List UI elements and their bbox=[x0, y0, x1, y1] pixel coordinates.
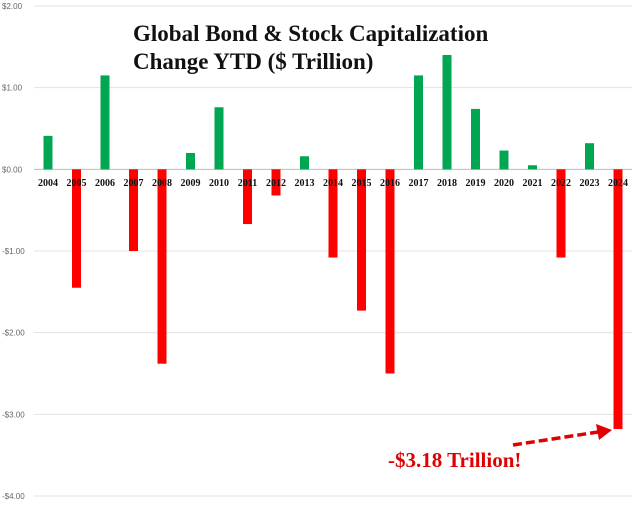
bar-2022 bbox=[556, 169, 566, 258]
bar-2014 bbox=[328, 169, 338, 258]
bar-2005 bbox=[72, 169, 81, 288]
x-tick-label: 2020 bbox=[494, 178, 514, 189]
x-tick-label: 2014 bbox=[323, 178, 343, 189]
x-tick-label: 2013 bbox=[295, 178, 315, 189]
bar-2017 bbox=[414, 75, 423, 170]
bar-2016 bbox=[385, 169, 395, 374]
bar-2008 bbox=[157, 169, 167, 364]
bar-2019 bbox=[471, 108, 480, 170]
y-tick-label: -$2.00 bbox=[2, 329, 25, 338]
bar-2021 bbox=[528, 165, 537, 170]
x-tick-label: 2007 bbox=[124, 178, 144, 189]
bar-2004 bbox=[43, 135, 53, 170]
y-tick-label: $2.00 bbox=[2, 2, 23, 11]
chart-title: Global Bond & Stock Capitalization Chang… bbox=[133, 21, 489, 74]
x-tick-label: 2017 bbox=[409, 178, 429, 189]
y-tick-label: -$4.00 bbox=[2, 492, 25, 501]
bar-2020 bbox=[499, 150, 509, 170]
arrow-head-icon bbox=[596, 424, 612, 440]
y-tick-label: -$1.00 bbox=[2, 247, 25, 256]
x-tick-label: 2006 bbox=[95, 178, 115, 189]
x-tick-label: 2004 bbox=[38, 178, 58, 189]
x-tick-label: 2018 bbox=[437, 178, 457, 189]
bar-2024 bbox=[613, 169, 623, 430]
x-tick-label: 2023 bbox=[580, 178, 600, 189]
bar-2015 bbox=[357, 169, 366, 311]
bar-2006 bbox=[100, 75, 110, 170]
y-tick-label: -$3.00 bbox=[2, 410, 25, 419]
bar-2010 bbox=[214, 107, 224, 170]
y-tick-label: $1.00 bbox=[2, 84, 23, 93]
x-tick-label: 2005 bbox=[67, 178, 87, 189]
x-tick-label: 2008 bbox=[152, 178, 172, 189]
x-tick-label: 2015 bbox=[352, 178, 372, 189]
x-tick-label: 2024 bbox=[608, 178, 628, 189]
annotation-arrow bbox=[512, 430, 599, 447]
x-tick-label: 2019 bbox=[466, 178, 486, 189]
x-tick-label: 2010 bbox=[209, 178, 229, 189]
x-tick-label: 2021 bbox=[523, 178, 543, 189]
x-tick-label: 2022 bbox=[551, 178, 571, 189]
annotation-label: -$3.18 Trillion! bbox=[388, 448, 522, 472]
bar-2018 bbox=[442, 55, 452, 170]
y-tick-label: $0.00 bbox=[2, 165, 23, 174]
bar-2007 bbox=[129, 169, 138, 251]
bar-2013 bbox=[300, 156, 309, 170]
x-tick-label: 2012 bbox=[266, 178, 286, 189]
x-tick-label: 2011 bbox=[238, 178, 257, 189]
x-tick-label: 2009 bbox=[181, 178, 201, 189]
bar-2023 bbox=[585, 143, 594, 170]
x-tick-label: 2016 bbox=[380, 178, 400, 189]
bar-2009 bbox=[186, 153, 195, 170]
bar-2011 bbox=[243, 169, 252, 225]
bar-2012 bbox=[271, 169, 281, 196]
